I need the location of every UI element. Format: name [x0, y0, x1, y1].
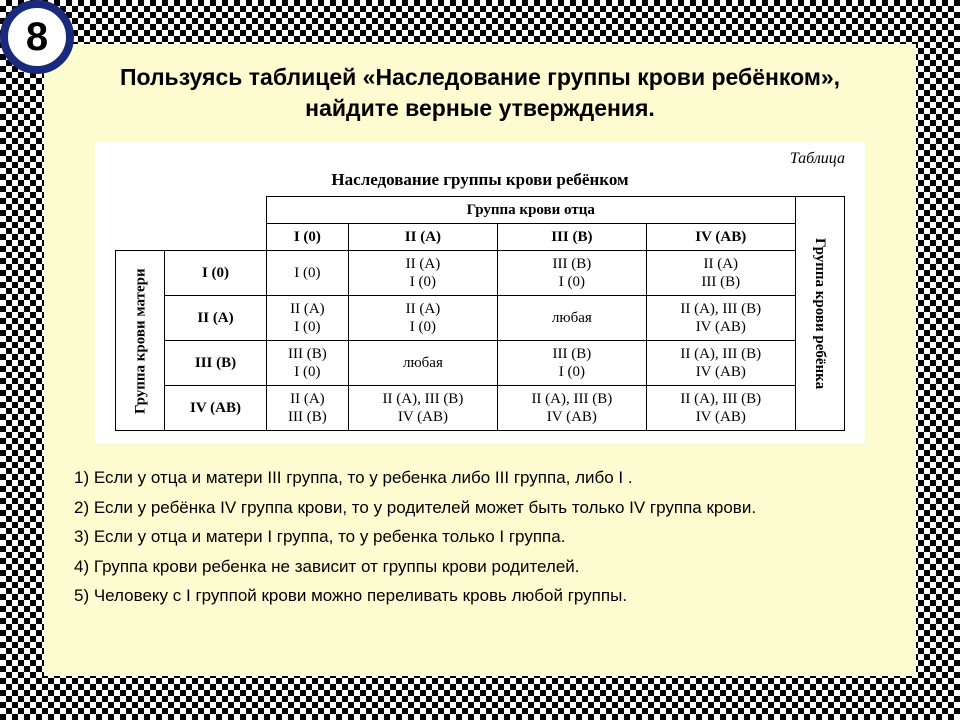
father-col-4: IV (AB) — [646, 224, 795, 251]
mother-row-2: II (A) — [165, 296, 267, 341]
content-panel: Пользуясь таб­ли­цей «Наследование груп­… — [44, 44, 916, 676]
cell-3-1: II (A), III (B)IV (AB) — [348, 386, 497, 431]
table-container: Таблица Наследование группы крови ребёнк… — [95, 142, 865, 443]
child-group-vertical-label: Группа крови ребёнка — [795, 197, 844, 431]
cell-0-2: III (B)I (0) — [497, 251, 646, 296]
cell-3-3: II (A), III (B)IV (AB) — [646, 386, 795, 431]
cell-2-0: III (B)I (0) — [266, 341, 348, 386]
question-number-badge: 8 — [0, 0, 74, 74]
father-col-1: I (0) — [266, 224, 348, 251]
cell-1-3: II (A), III (B)IV (AB) — [646, 296, 795, 341]
cell-1-2: любая — [497, 296, 646, 341]
mother-row-4: IV (AB) — [165, 386, 267, 431]
cell-0-3: II (A)III (B) — [646, 251, 795, 296]
table-caption-word: Таблица — [115, 150, 845, 168]
father-group-header: Группа крови отца — [266, 197, 795, 224]
cell-2-1: любая — [348, 341, 497, 386]
answer-2: 2) Если у ребёнка IV груп­па крови, то у… — [74, 495, 886, 521]
answer-1: 1) Если у отца и ма­те­ри III группа, то… — [74, 465, 886, 491]
cell-3-0: II (A)III (B) — [266, 386, 348, 431]
question-title: Пользуясь таб­ли­цей «Наследование груп­… — [84, 62, 876, 124]
father-col-2: II (A) — [348, 224, 497, 251]
cell-1-0: II (A)I (0) — [266, 296, 348, 341]
cell-1-1: II (A)I (0) — [348, 296, 497, 341]
mother-row-1: I (0) — [165, 251, 267, 296]
mother-group-vertical-label: Группа крови матери — [116, 251, 165, 431]
father-col-3: III (B) — [497, 224, 646, 251]
table-title: Наследование группы крови ребёнком — [115, 170, 845, 190]
blood-inheritance-table: Группа крови отца Группа крови ребёнка I… — [115, 196, 845, 431]
answer-4: 4) Группа крови ребенка не зависит от гр… — [74, 554, 886, 580]
cell-3-2: II (A), III (B)IV (AB) — [497, 386, 646, 431]
badge-number: 8 — [26, 15, 48, 60]
cell-2-3: II (A), III (B)IV (AB) — [646, 341, 795, 386]
answer-options: 1) Если у отца и ма­те­ри III группа, то… — [74, 465, 886, 609]
cell-0-0: I (0) — [266, 251, 348, 296]
cell-2-2: III (B)I (0) — [497, 341, 646, 386]
cell-0-1: II (A)I (0) — [348, 251, 497, 296]
answer-3: 3) Если у отца и ма­те­ри I группа, то у… — [74, 524, 886, 550]
mother-row-3: III (B) — [165, 341, 267, 386]
answer-5: 5) Человеку с I группой крови можно пере… — [74, 583, 886, 609]
